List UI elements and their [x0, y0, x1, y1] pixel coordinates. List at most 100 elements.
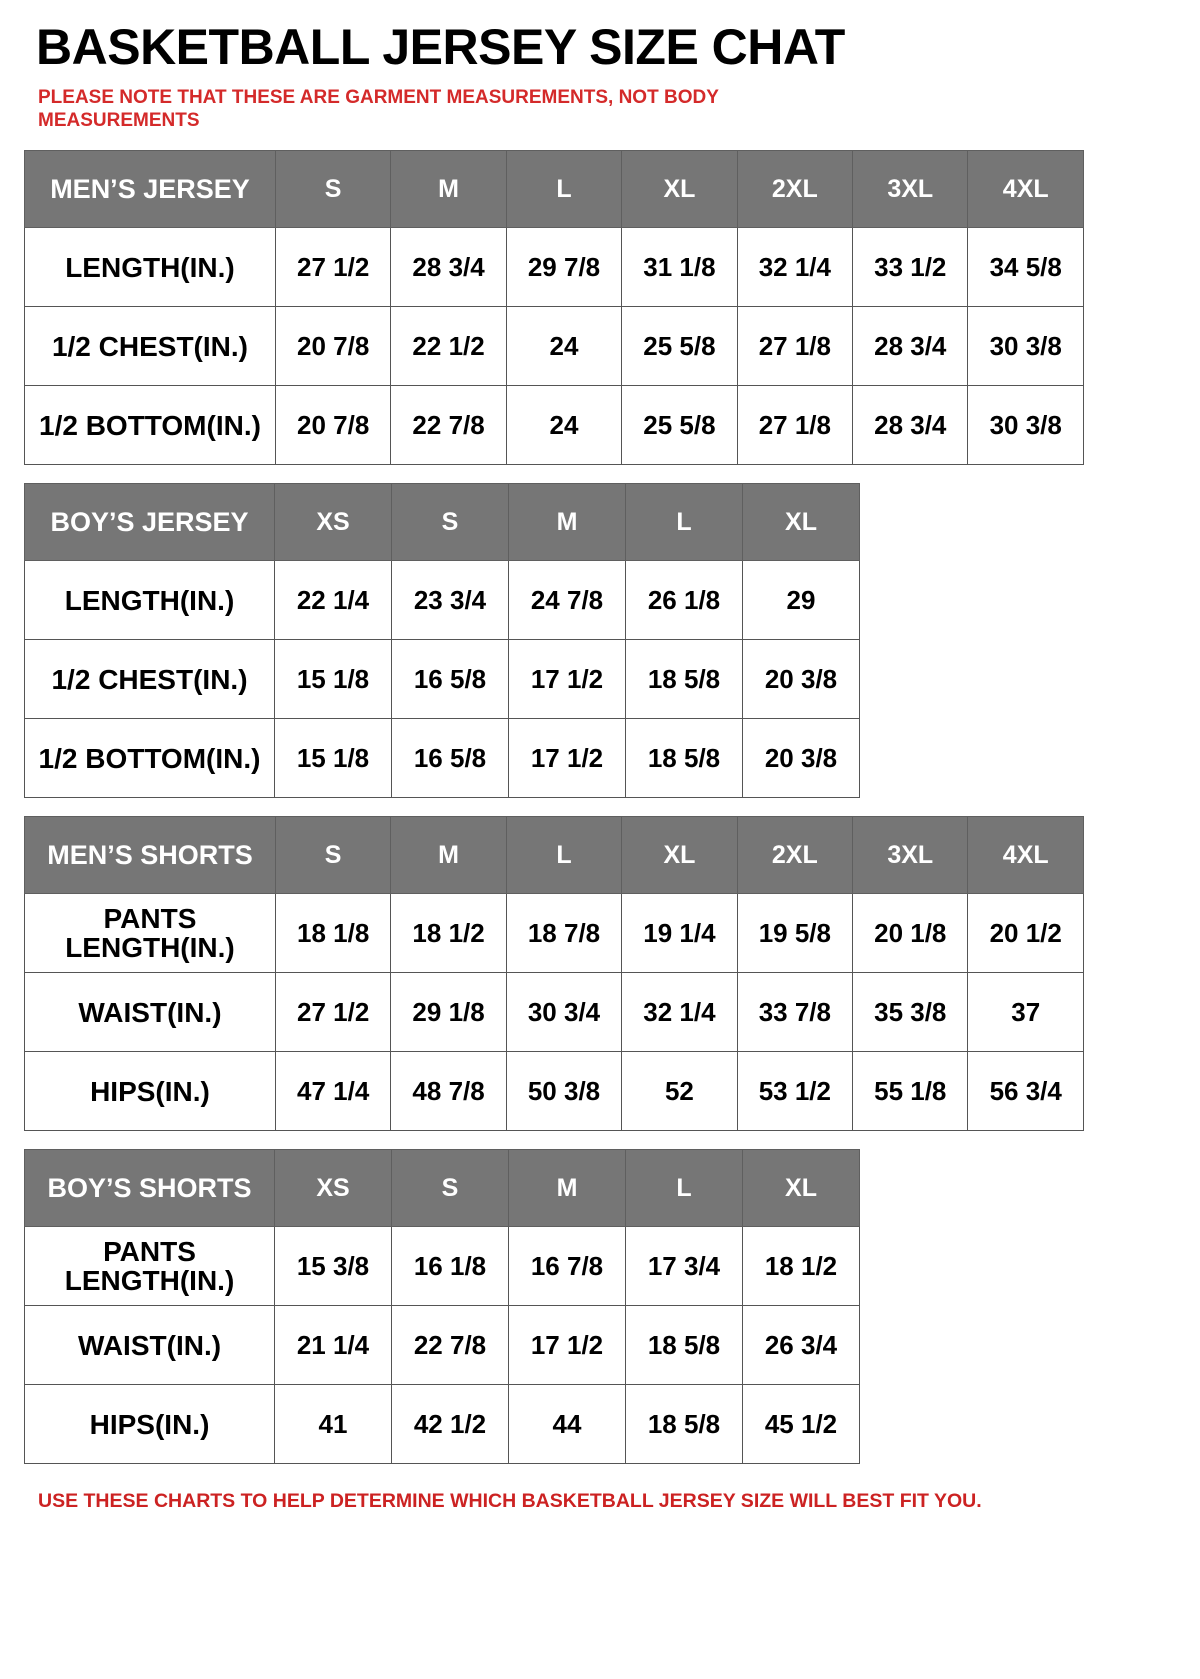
measurement-value: 35 3/8	[852, 972, 969, 1053]
size-header-s: S	[274, 816, 392, 895]
size-header-l: L	[625, 1149, 743, 1228]
measurement-value: 18 1/8	[274, 893, 392, 974]
measurement-value: 27 1/8	[736, 306, 854, 387]
measurement-label: 1/2 CHEST(IN.)	[24, 306, 276, 387]
measurement-value: 30 3/8	[967, 385, 1084, 466]
category-header: MEN’S JERSEY	[24, 150, 276, 229]
table-header-row: MEN’S JERSEY S M L XL 2XL 3XL 4XL	[24, 150, 1084, 229]
table-row: WAIST(IN.) 27 1/2 29 1/8 30 3/4 32 1/4 33 7/8…	[24, 972, 1084, 1053]
measurement-label: LENGTH(IN.)	[24, 560, 275, 641]
measurement-value: 33 7/8	[736, 972, 854, 1053]
measurement-value: 32 1/4	[621, 972, 738, 1053]
measurement-value: 31 1/8	[621, 227, 738, 308]
category-header: BOY’S JERSEY	[24, 483, 275, 562]
measurement-value: 45 1/2	[742, 1384, 860, 1465]
size-header-xs: XS	[274, 1149, 392, 1228]
size-header-xl: XL	[742, 483, 860, 562]
measurement-value: 19 5/8	[736, 893, 854, 974]
measurement-value: 28 3/4	[852, 306, 969, 387]
measurement-value: 27 1/2	[274, 972, 392, 1053]
measurement-value: 20 7/8	[274, 306, 392, 387]
size-header-m: M	[508, 1149, 626, 1228]
measurement-value: 18 7/8	[505, 893, 623, 974]
page-title: BASKETBALL JERSEY SIZE CHAT	[36, 19, 845, 75]
measurement-value: 25 5/8	[621, 306, 738, 387]
measurement-value: 25 5/8	[621, 385, 738, 466]
measurement-value: 52	[621, 1051, 738, 1132]
measurement-label: HIPS(IN.)	[24, 1051, 276, 1132]
measurement-label: HIPS(IN.)	[24, 1384, 275, 1465]
measurement-value: 55 1/8	[852, 1051, 969, 1132]
table-row: HIPS(IN.) 41 42 1/2 44 18 5/8 45 1/2	[24, 1384, 860, 1465]
measurement-label: WAIST(IN.)	[24, 1305, 275, 1386]
measurement-value: 15 3/8	[274, 1226, 392, 1307]
size-header-l: L	[505, 150, 623, 229]
table-row: LENGTH(IN.) 22 1/4 23 3/4 24 7/8 26 1/8 29	[24, 560, 860, 641]
size-header-s: S	[391, 483, 509, 562]
table-row: 1/2 BOTTOM(IN.) 20 7/8 22 7/8 24 25 5/8 27 1/…	[24, 385, 1084, 466]
measurement-value: 20 1/2	[967, 893, 1084, 974]
measurement-value: 22 7/8	[390, 385, 507, 466]
size-header-4xl: 4XL	[967, 150, 1084, 229]
measurement-value: 56 3/4	[967, 1051, 1084, 1132]
size-header-3xl: 3XL	[852, 816, 969, 895]
measurement-value: 18 5/8	[625, 1384, 743, 1465]
measurement-value: 18 5/8	[625, 1305, 743, 1386]
size-header-xl: XL	[742, 1149, 860, 1228]
table-row: HIPS(IN.) 47 1/4 48 7/8 50 3/8 52 53 1/2 55 1/…	[24, 1051, 1084, 1132]
category-header: MEN’S SHORTS	[24, 816, 276, 895]
measurement-value: 30 3/8	[967, 306, 1084, 387]
measurement-value: 18 1/2	[390, 893, 507, 974]
size-header-l: L	[505, 816, 623, 895]
size-header-3xl: 3XL	[852, 150, 969, 229]
size-header-2xl: 2XL	[736, 150, 854, 229]
table-row: WAIST(IN.) 21 1/4 22 7/8 17 1/2 18 5/8 26 3/4	[24, 1305, 860, 1386]
measurement-value: 22 1/4	[274, 560, 392, 641]
table-row: 1/2 CHEST(IN.) 20 7/8 22 1/2 24 25 5/8 27 1/8…	[24, 306, 1084, 387]
size-table-mens-shorts: MEN’S SHORTS S M L XL 2XL 3XL 4XL PANTS LENGTH(I…	[24, 816, 1084, 1132]
measurement-value: 26 1/8	[625, 560, 743, 641]
measurement-value: 23 3/4	[391, 560, 509, 641]
measurement-value: 17 1/2	[508, 1305, 626, 1386]
measurement-value: 28 3/4	[852, 385, 969, 466]
measurement-value: 17 3/4	[625, 1226, 743, 1307]
measurement-value: 37	[967, 972, 1084, 1053]
measurement-value: 18 1/2	[742, 1226, 860, 1307]
table-header-row: BOY’S JERSEY XS S M L XL	[24, 483, 860, 562]
size-header-2xl: 2XL	[736, 816, 854, 895]
measurement-value: 19 1/4	[621, 893, 738, 974]
measurement-label: WAIST(IN.)	[24, 972, 276, 1053]
measurement-value: 32 1/4	[736, 227, 854, 308]
size-header-xl: XL	[621, 816, 738, 895]
size-header-xs: XS	[274, 483, 392, 562]
table-header-row: BOY’S SHORTS XS S M L XL	[24, 1149, 860, 1228]
measurement-value: 22 1/2	[390, 306, 507, 387]
measurement-value: 17 1/2	[508, 639, 626, 720]
tables-container: MEN’S JERSEY S M L XL 2XL 3XL 4XL LENGTH(IN.) 27 …	[24, 150, 1176, 1465]
table-row: PANTS LENGTH(IN.) 15 3/8 16 1/8 16 7/8 17 3/…	[24, 1226, 860, 1307]
size-header-m: M	[390, 150, 507, 229]
garment-measurement-note: PLEASE NOTE THAT THESE ARE GARMENT MEASU…	[38, 87, 719, 132]
measurement-value: 16 1/8	[391, 1226, 509, 1307]
measurement-value: 28 3/4	[390, 227, 507, 308]
size-header-l: L	[625, 483, 743, 562]
measurement-value: 15 1/8	[274, 639, 392, 720]
measurement-value: 15 1/8	[274, 718, 392, 799]
measurement-label: 1/2 CHEST(IN.)	[24, 639, 275, 720]
measurement-value: 30 3/4	[505, 972, 623, 1053]
measurement-value: 42 1/2	[391, 1384, 509, 1465]
measurement-label: LENGTH(IN.)	[24, 227, 276, 308]
measurement-value: 34 5/8	[967, 227, 1084, 308]
size-header-4xl: 4XL	[967, 816, 1084, 895]
measurement-value: 16 5/8	[391, 639, 509, 720]
measurement-value: 27 1/8	[736, 385, 854, 466]
table-row: 1/2 BOTTOM(IN.) 15 1/8 16 5/8 17 1/2 18 5/8 2…	[24, 718, 860, 799]
size-table-boys-shorts: BOY’S SHORTS XS S M L XL PANTS LENGTH(IN.) 15 3…	[24, 1149, 860, 1465]
table-row: LENGTH(IN.) 27 1/2 28 3/4 29 7/8 31 1/8 32 1/…	[24, 227, 1084, 308]
measurement-value: 20 7/8	[274, 385, 392, 466]
measurement-value: 20 3/8	[742, 718, 860, 799]
measurement-value: 44	[508, 1384, 626, 1465]
measurement-value: 29 1/8	[390, 972, 507, 1053]
measurement-value: 29	[742, 560, 860, 641]
